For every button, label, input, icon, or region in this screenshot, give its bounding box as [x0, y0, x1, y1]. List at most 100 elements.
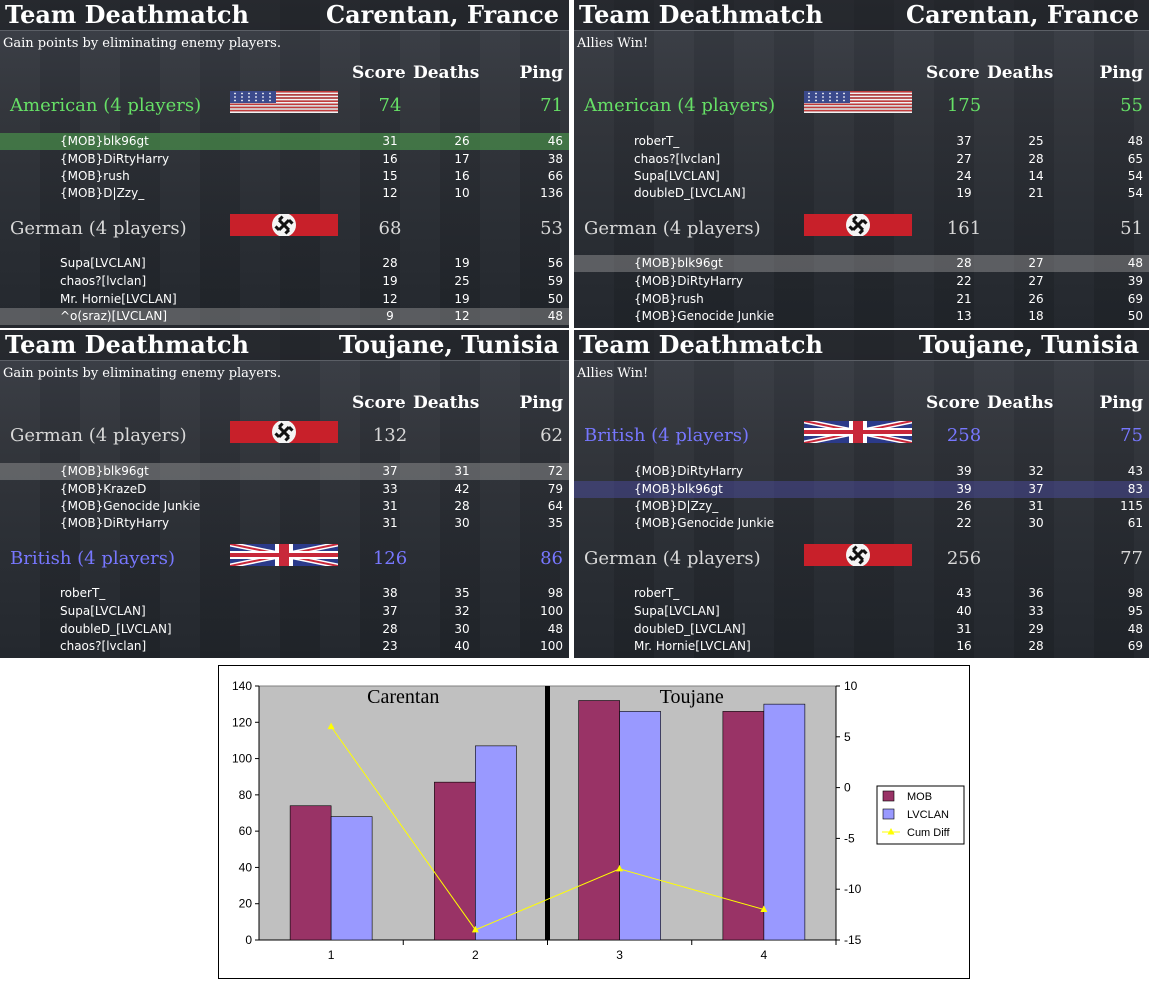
bar-mob — [434, 781, 476, 941]
player-row[interactable]: doubleD_[LVCLAN] 19 21 54 — [574, 185, 1149, 202]
player-deaths: 33 — [1028, 604, 1044, 618]
player-row[interactable]: {MOB}Genocide Junkie 31 28 64 — [0, 498, 569, 515]
scoreboard-panel-4: Team Deathmatch Toujane, Tunisia Allies Wi… — [574, 330, 1149, 658]
player-name: {MOB}Genocide Junkie — [634, 309, 775, 323]
player-name: roberT_ — [634, 134, 680, 148]
player-row[interactable]: {MOB}DiRtyHarry 16 17 38 — [0, 151, 569, 168]
player-ping: 43 — [1127, 464, 1143, 478]
y2-tick-label: 5 — [844, 730, 851, 744]
player-ping: 50 — [1127, 309, 1143, 323]
player-name: chaos?[lvclan] — [60, 639, 147, 653]
team-name: American (4 players) — [584, 95, 776, 116]
game-mode-title: Team Deathmatch — [5, 0, 249, 29]
player-row[interactable]: roberT_ 38 35 98 — [0, 585, 569, 602]
team-score: 258 — [946, 425, 982, 446]
player-score: 37 — [382, 464, 398, 478]
player-row[interactable]: {MOB}Genocide Junkie 13 18 50 — [574, 308, 1149, 325]
team-name: American (4 players) — [10, 95, 202, 116]
player-deaths: 10 — [454, 186, 470, 200]
player-row[interactable]: {MOB}Genocide Junkie 22 30 61 — [574, 515, 1149, 532]
team-row: German (4 players) 161 51 — [574, 214, 1149, 246]
team-row: German (4 players) 256 77 — [574, 544, 1149, 576]
score-comparison-chart: 0 20 40 60 80 100 120 140 10 5 0 -5 -10 -15 1 2 3 4 Carent… — [218, 665, 970, 979]
player-name: ^o(sraz)[LVCLAN] — [60, 309, 168, 323]
bar-mob — [722, 711, 765, 941]
player-name: {MOB}D|Zzy_ — [634, 499, 719, 513]
player-row[interactable]: {MOB}D|Zzy_ 12 10 136 — [0, 185, 569, 202]
player-row[interactable]: doubleD_[LVCLAN] 28 30 48 — [0, 621, 569, 638]
player-row[interactable]: Supa[LVCLAN] 28 19 56 — [0, 255, 569, 272]
player-deaths: 26 — [1028, 292, 1044, 306]
german-flag-icon — [230, 214, 338, 236]
team-score: 256 — [946, 548, 982, 569]
bar-lvclan — [619, 711, 661, 941]
player-deaths: 31 — [454, 464, 470, 478]
player-row[interactable]: chaos?[lvclan] 27 28 65 — [574, 151, 1149, 168]
player-name: Supa[LVCLAN] — [60, 256, 146, 270]
player-row[interactable]: Mr. Hornie[LVCLAN] 16 28 69 — [574, 638, 1149, 655]
team-score: 161 — [946, 218, 982, 239]
player-ping: 100 — [540, 639, 563, 653]
player-name: {MOB}DiRtyHarry — [634, 274, 744, 288]
player-row[interactable]: {MOB}rush 21 26 69 — [574, 291, 1149, 308]
player-row[interactable]: {MOB}rush 15 16 66 — [0, 168, 569, 185]
scoreboard-panel-3: Team Deathmatch Toujane, Tunisia Gain poin… — [0, 330, 569, 658]
team-score: 175 — [946, 95, 982, 116]
player-ping: 95 — [1127, 604, 1143, 618]
scoreboard-panel-2: Team Deathmatch Carentan, France Allies Wi… — [574, 0, 1149, 328]
player-name: Mr. Hornie[LVCLAN] — [634, 639, 751, 653]
player-score: 27 — [956, 152, 972, 166]
uk-flag-icon — [230, 544, 338, 566]
legend-label: MOB — [907, 791, 932, 803]
player-score: 23 — [382, 639, 398, 653]
team-score: 74 — [378, 95, 402, 116]
player-row[interactable]: chaos?[lvclan] 19 25 59 — [0, 273, 569, 290]
usa-flag-icon — [230, 91, 338, 113]
player-deaths: 28 — [454, 499, 470, 513]
player-row[interactable]: Mr. Hornie[LVCLAN] 12 19 50 — [0, 291, 569, 308]
player-row[interactable]: {MOB}blk96gt 31 26 46 — [0, 133, 569, 150]
player-row[interactable]: roberT_ 37 25 48 — [574, 133, 1149, 150]
player-row[interactable]: {MOB}KrazeD 33 42 79 — [0, 481, 569, 498]
x-tick-label: 3 — [616, 948, 623, 962]
player-score: 28 — [382, 622, 398, 636]
player-name: {MOB}blk96gt — [60, 464, 149, 478]
column-header-deaths: Deaths — [413, 393, 480, 413]
player-deaths: 14 — [1028, 169, 1044, 183]
bar-mob — [289, 805, 332, 941]
player-row[interactable]: {MOB}DiRtyHarry 39 32 43 — [574, 463, 1149, 480]
player-name: {MOB}DiRtyHarry — [60, 152, 170, 166]
player-row[interactable]: {MOB}blk96gt 28 27 48 — [574, 255, 1149, 272]
player-name: {MOB}blk96gt — [634, 482, 723, 496]
player-row[interactable]: chaos?[lvclan] 23 40 100 — [0, 638, 569, 655]
player-ping: 39 — [1127, 274, 1143, 288]
player-row[interactable]: Supa[LVCLAN] 40 33 95 — [574, 603, 1149, 620]
y-tick-label: 100 — [232, 752, 252, 766]
map-name: Toujane, Tunisia — [338, 330, 559, 359]
chart-svg: 0 20 40 60 80 100 120 140 10 5 0 -5 -10 -15 1 2 3 4 Carent… — [232, 679, 965, 962]
team-ping: 53 — [540, 218, 563, 239]
player-row[interactable]: doubleD_[LVCLAN] 31 29 48 — [574, 621, 1149, 638]
player-score: 12 — [382, 292, 398, 306]
player-row[interactable]: ^o(sraz)[LVCLAN] 9 12 48 — [0, 308, 569, 325]
german-flag-icon — [804, 544, 912, 566]
player-row[interactable]: Supa[LVCLAN] 37 32 100 — [0, 603, 569, 620]
player-score: 31 — [382, 499, 398, 513]
player-row[interactable]: roberT_ 43 36 98 — [574, 585, 1149, 602]
player-row[interactable]: {MOB}DiRtyHarry 22 27 39 — [574, 273, 1149, 290]
player-row[interactable]: {MOB}blk96gt 37 31 72 — [0, 463, 569, 480]
player-row[interactable]: {MOB}D|Zzy_ 26 31 115 — [574, 498, 1149, 515]
player-row[interactable]: Supa[LVCLAN] 24 14 54 — [574, 168, 1149, 185]
player-ping: 54 — [1127, 169, 1143, 183]
player-ping: 115 — [1120, 499, 1143, 513]
team-name: German (4 players) — [584, 218, 761, 239]
german-flag-icon — [230, 421, 338, 443]
player-deaths: 19 — [454, 292, 470, 306]
column-header-ping: Ping — [519, 63, 564, 83]
legend-swatch — [882, 808, 895, 820]
player-row[interactable]: {MOB}DiRtyHarry 31 30 35 — [0, 515, 569, 532]
y2-tick-label: 10 — [844, 679, 858, 693]
player-name: Supa[LVCLAN] — [60, 604, 146, 618]
player-row[interactable]: {MOB}blk96gt 39 37 83 — [574, 481, 1149, 498]
player-deaths: 42 — [454, 482, 470, 496]
